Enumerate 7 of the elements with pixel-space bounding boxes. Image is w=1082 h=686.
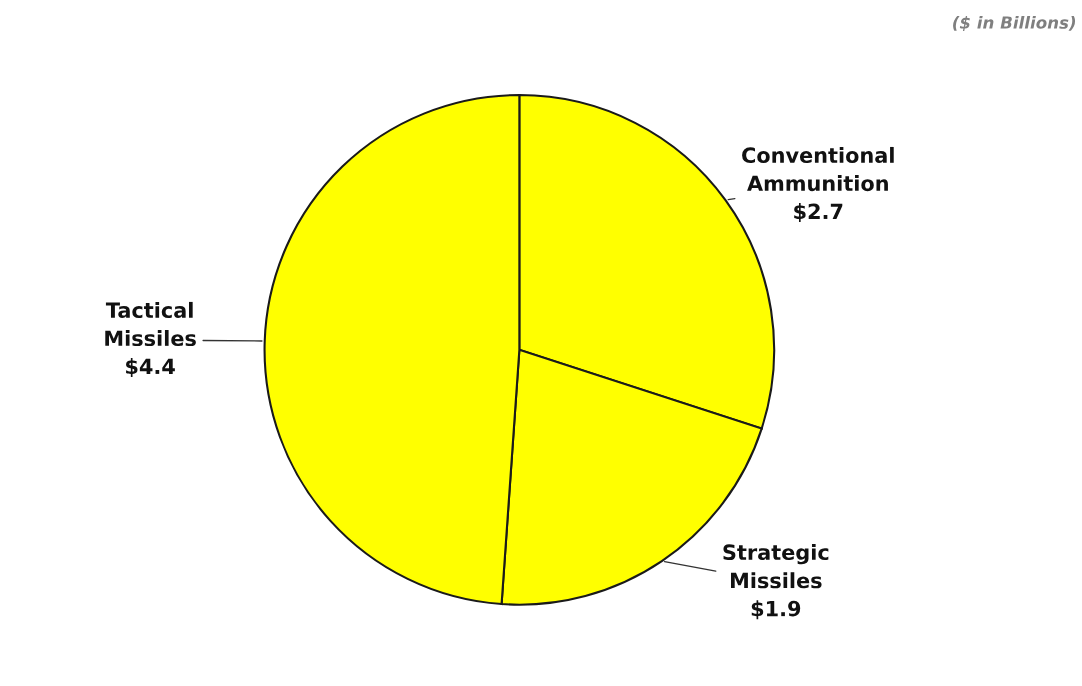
data-label: $1.9 <box>751 600 801 620</box>
data-label: $4.4 <box>126 358 175 377</box>
data-label: $2.7 <box>794 203 843 223</box>
text: ($ in Billions) <box>953 15 1076 32</box>
slice-label: Conventional Ammunition <box>742 146 894 192</box>
slice-label: Tactical Missiles <box>105 301 196 347</box>
slice-label: Strategic Missiles <box>723 543 829 589</box>
